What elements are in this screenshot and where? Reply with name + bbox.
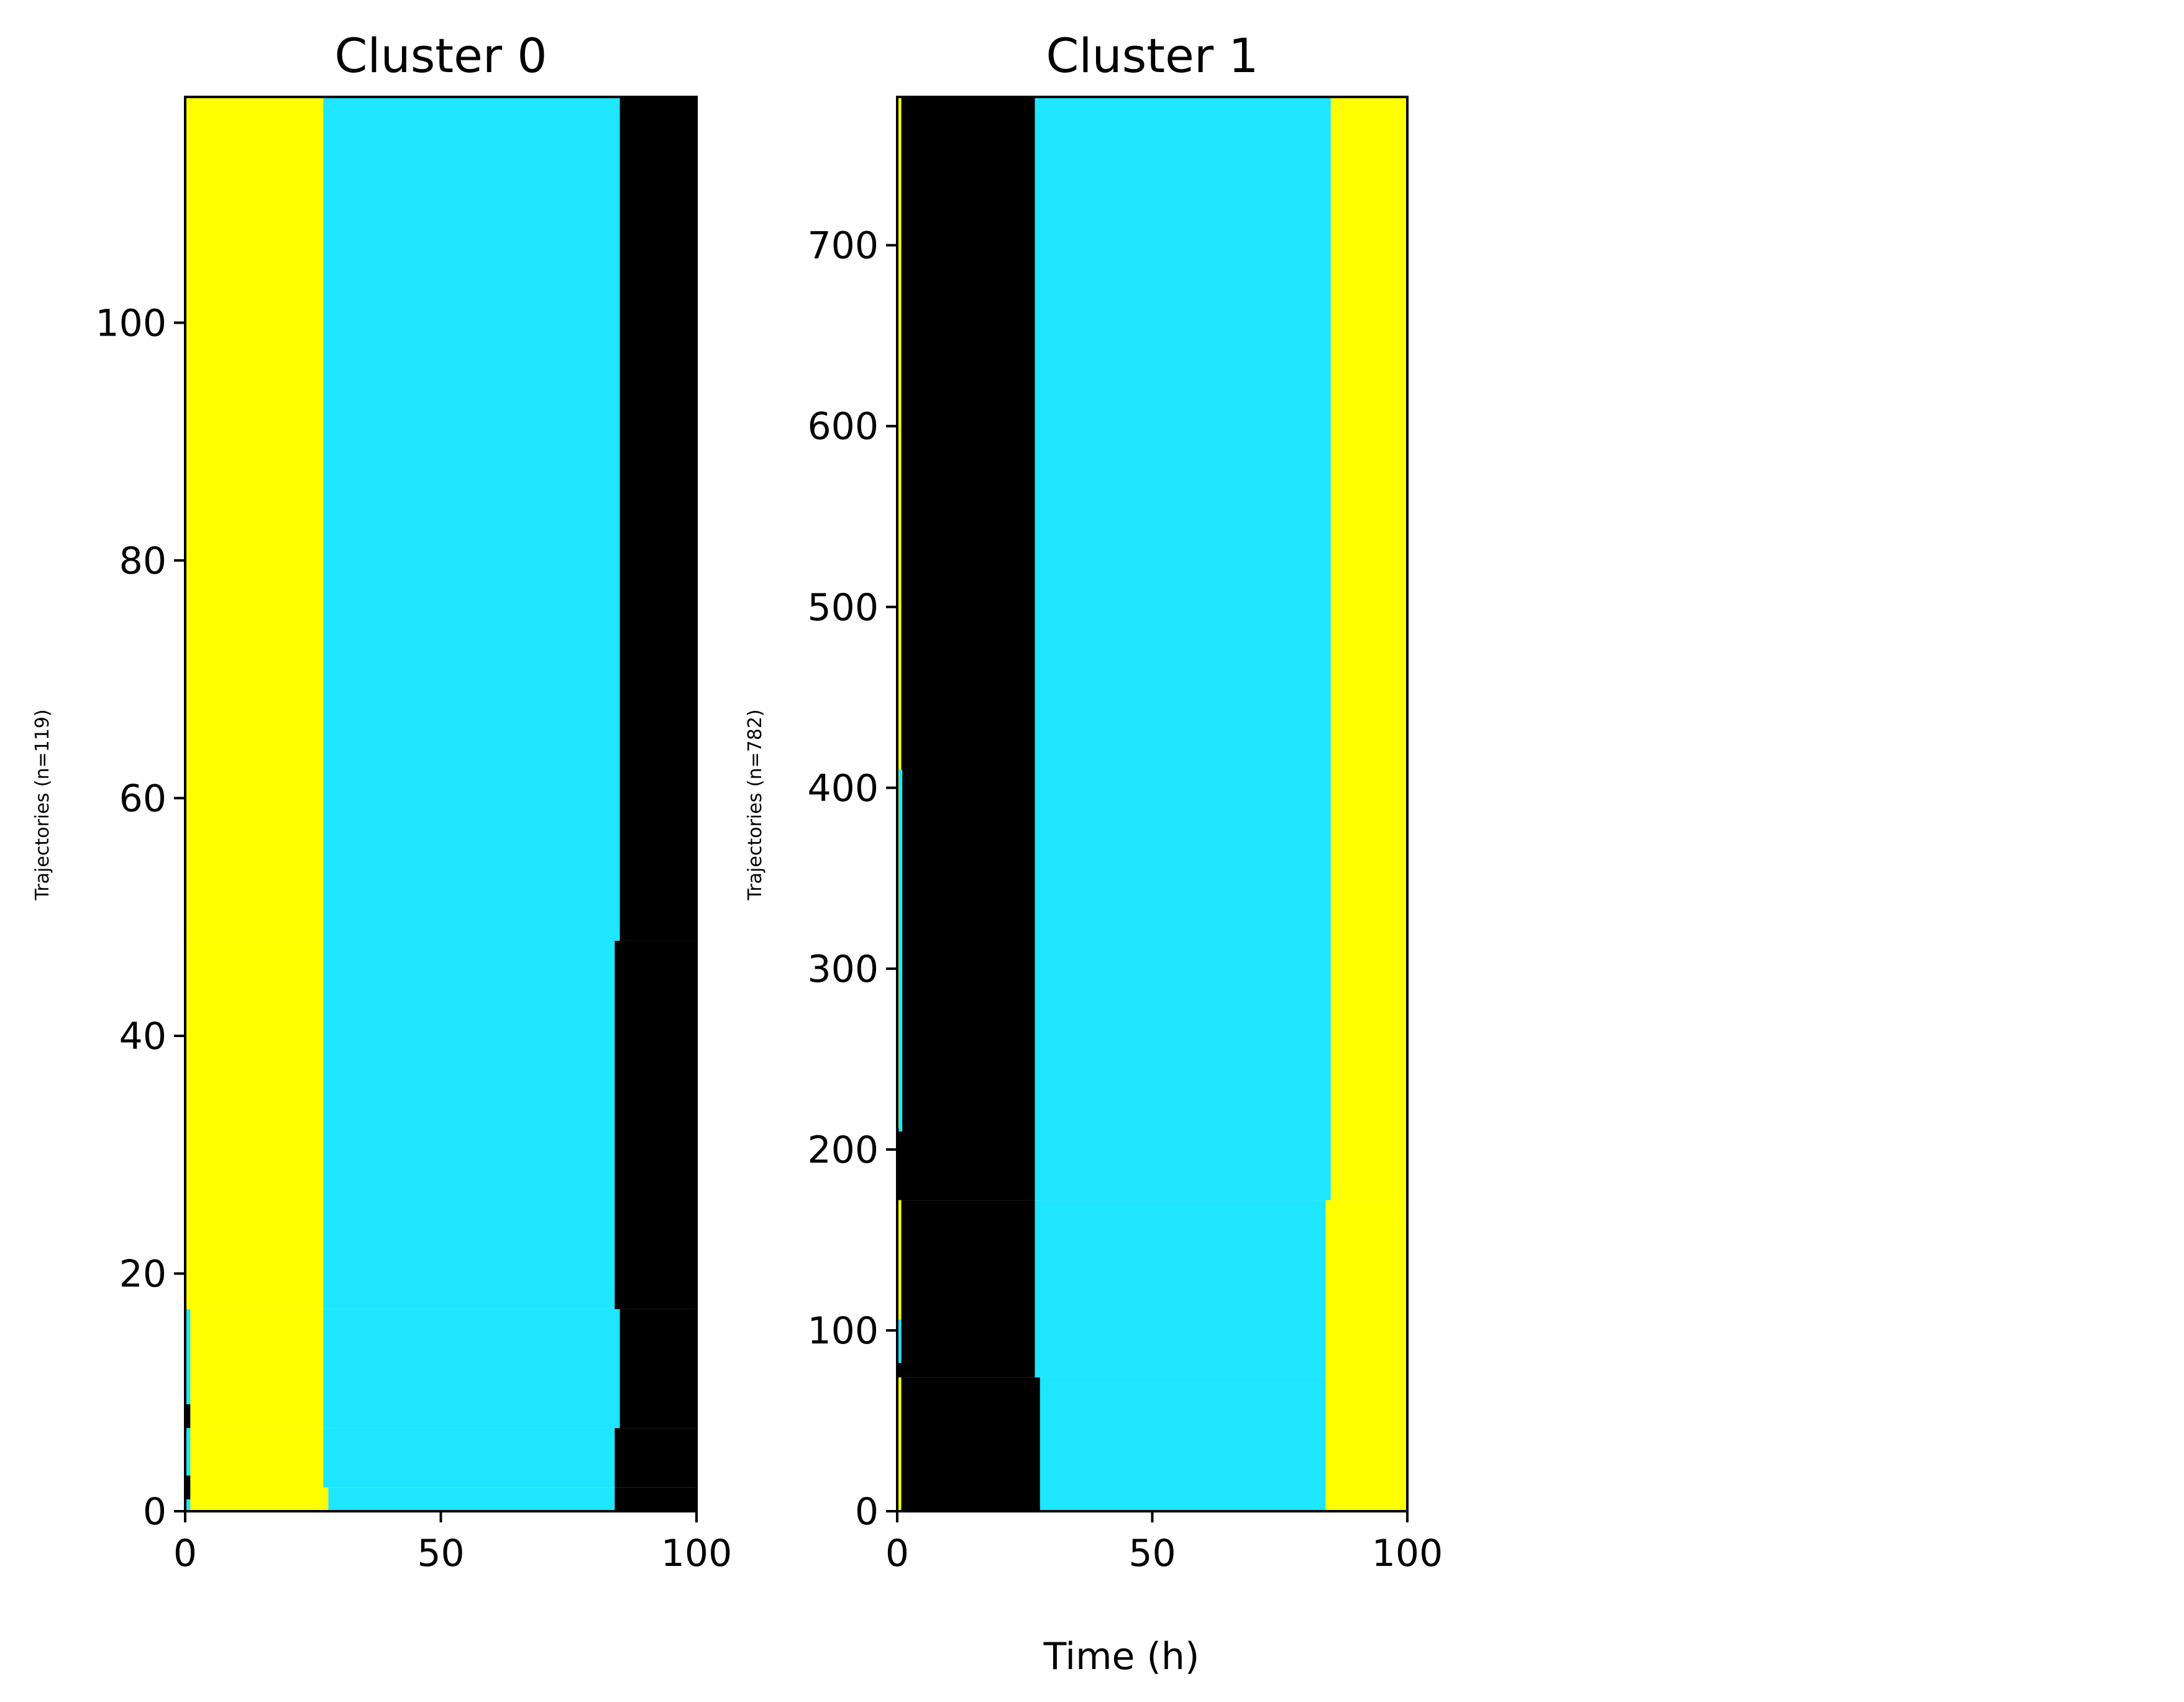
x-tick-label: 100	[1372, 1532, 1443, 1575]
cluster-0-x-axis: 0 50 100	[173, 1511, 732, 1575]
cluster-1-y-axis-label: Trajectories (n=782)	[744, 709, 766, 900]
y-tick-label: 0	[855, 1490, 879, 1534]
cluster-0-y-axis-label: Trajectories (n=119)	[32, 709, 53, 900]
heatmap-cell-yellow	[185, 1309, 324, 1429]
y-tick-label: 0	[143, 1490, 167, 1534]
y-tick-label: 100	[807, 1309, 879, 1353]
heatmap-cell-cyan	[1039, 1377, 1326, 1511]
heatmap-cell-black	[615, 940, 697, 1309]
x-tick-label: 50	[1128, 1532, 1176, 1575]
heatmap-cell-cyan	[328, 1487, 615, 1511]
y-tick-label: 400	[807, 767, 879, 810]
cluster-1-title: Cluster 1	[1046, 28, 1258, 83]
heatmap-cell-cyan	[1035, 1200, 1326, 1378]
heatmap-cell-cyan	[323, 97, 620, 941]
y-tick-label: 80	[119, 539, 167, 583]
cluster-1-x-axis: 0 50 100	[885, 1511, 1443, 1575]
x-tick-label: 0	[173, 1532, 197, 1575]
cluster-0-panel: 0 50 100 0 20 40 60 80 100 Cluster 0 Trajectori…	[32, 28, 732, 1575]
y-tick-label: 20	[119, 1252, 167, 1296]
cluster-1-y-axis: 0 100 200 300 400 500 600 700	[807, 224, 897, 1534]
heatmap-cell-yellow	[185, 97, 324, 941]
heatmap-cell-black	[619, 1309, 697, 1429]
cluster-1-heatmap	[897, 97, 1407, 1511]
heatmap-cell-cyan	[323, 1309, 620, 1429]
x-tick-label: 50	[417, 1532, 464, 1575]
y-tick-label: 100	[95, 301, 167, 345]
cluster-0-y-axis: 0 20 40 60 80 100	[95, 301, 185, 1534]
heatmap-cell-black	[615, 1428, 697, 1488]
heatmap-cell-yellow	[185, 1487, 329, 1511]
heatmap-cell-yellow	[185, 1428, 324, 1488]
y-tick-label: 300	[807, 948, 879, 991]
x-tick-label: 100	[661, 1532, 733, 1575]
heatmap-cell-cyan	[898, 769, 903, 1132]
heatmap-cell-cyan	[323, 1428, 615, 1488]
heatmap-cell-yellow	[1330, 97, 1407, 1201]
heatmap-cell-yellow	[1325, 1200, 1407, 1378]
heatmap-cell-yellow	[185, 940, 324, 1309]
cluster-0-title: Cluster 0	[334, 28, 547, 83]
heatmap-cell-black	[615, 1487, 697, 1511]
y-tick-label: 40	[119, 1015, 167, 1058]
x-axis-label: Time (h)	[1043, 1635, 1200, 1678]
heatmap-cell-yellow	[897, 1377, 902, 1511]
y-tick-label: 500	[807, 586, 879, 629]
heatmap-cell-cyan	[1035, 97, 1331, 1201]
heatmap-cell-cyan	[897, 1319, 902, 1363]
x-tick-label: 0	[885, 1532, 909, 1575]
heatmap-cell-yellow	[897, 97, 902, 1128]
heatmap-cell-black	[897, 97, 1035, 1201]
heatmap-cell-yellow	[1325, 1377, 1407, 1511]
y-tick-label: 60	[119, 777, 167, 820]
heatmap-cell-yellow	[897, 1200, 902, 1363]
y-tick-label: 700	[807, 224, 879, 268]
heatmap-cell-black	[897, 1377, 1040, 1511]
heatmap-cell-black	[185, 1404, 191, 1429]
cluster-0-heatmap	[185, 97, 697, 1511]
heatmap-cell-cyan	[323, 940, 615, 1309]
y-tick-label: 600	[807, 405, 879, 449]
heatmap-cell-black	[185, 1475, 191, 1499]
y-tick-label: 200	[807, 1128, 879, 1172]
heatmap-cell-black	[897, 1200, 1035, 1378]
heatmap-cell-black	[619, 97, 697, 941]
